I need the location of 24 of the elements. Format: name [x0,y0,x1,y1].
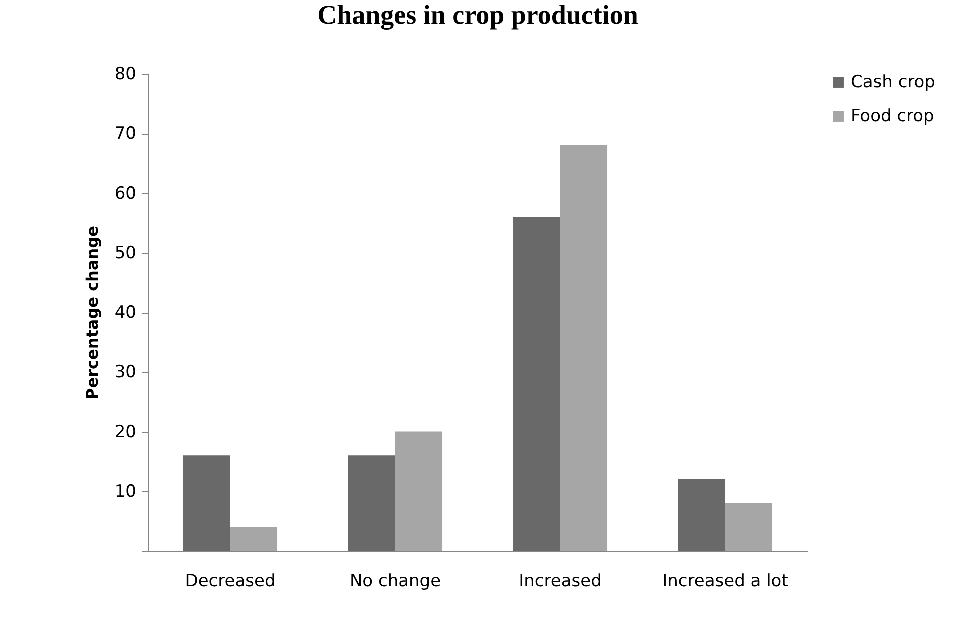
y-tick-label: 30 [114,362,136,383]
legend-label: Cash crop [851,72,936,92]
chart-title: Changes in crop production [318,0,638,30]
y-tick-label: 20 [114,422,136,442]
y-tick-label: 50 [114,243,136,264]
y-tick-label: 70 [114,124,136,144]
bar [560,146,608,551]
x-tick-label: Increased [519,572,602,592]
y-tick-label: 80 [114,64,136,84]
y-tick-label: 10 [114,482,136,502]
bar [396,432,443,551]
bar [513,217,560,551]
y-tick-label: 40 [114,303,136,323]
bar [183,456,230,551]
bar [726,503,773,551]
y-tick-label: 60 [114,184,136,204]
bar [678,479,726,551]
x-tick-label: Increased a lot [662,572,789,592]
bar [230,527,278,551]
legend-label: Food crop [851,106,934,126]
x-tick-label: No change [350,572,442,592]
x-tick-label: Decreased [185,572,276,592]
bar [348,456,396,551]
y-axis-title: Percentage change [82,226,102,400]
